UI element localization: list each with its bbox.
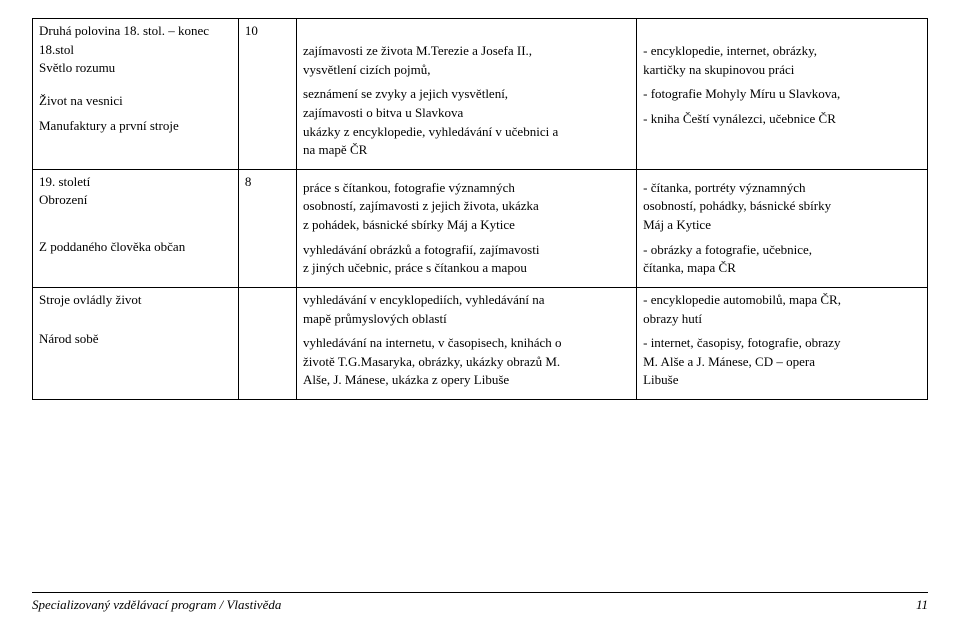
text: M. Alše a J. Mánese, CD – opera xyxy=(643,354,921,371)
text: osobností, pohádky, básnické sbírky xyxy=(643,198,921,215)
text: na mapě ČR xyxy=(303,142,630,159)
cell-hours xyxy=(238,287,296,399)
cell-topic: 19. století Obrození Z poddaného člověka… xyxy=(33,169,239,287)
text: osobností, zajímavosti z jejich života, … xyxy=(303,198,630,215)
text: vyhledávání na internetu, v časopisech, … xyxy=(303,335,630,352)
text: Světlo rozumu xyxy=(39,60,232,77)
text: vyhledávání v encyklopediích, vyhledáván… xyxy=(303,292,630,309)
text: ukázky z encyklopedie, vyhledávání v uče… xyxy=(303,124,630,141)
text: z jiných učebnic, práce s čítankou a map… xyxy=(303,260,630,277)
footer-title: Specializovaný vzdělávací program / Vlas… xyxy=(32,597,281,613)
content-table: Druhá polovina 18. stol. – konec 18.stol… xyxy=(32,18,928,400)
text: Druhá polovina 18. stol. – konec xyxy=(39,23,232,40)
cell-activities: zajímavosti ze života M.Terezie a Josefa… xyxy=(297,19,637,170)
text: zajímavosti ze života M.Terezie a Josefa… xyxy=(303,43,630,60)
text: Obrození xyxy=(39,192,232,209)
text: vysvětlení cizích pojmů, xyxy=(303,62,630,79)
text: - internet, časopisy, fotografie, obrazy xyxy=(643,335,921,352)
table-row: Stroje ovládly život Národ sobě vyhledáv… xyxy=(33,287,928,399)
text: Máj a Kytice xyxy=(643,217,921,234)
text: práce s čítankou, fotografie významných xyxy=(303,180,630,197)
cell-resources: - encyklopedie, internet, obrázky, karti… xyxy=(637,19,928,170)
text: zajímavosti o bitva u Slavkova xyxy=(303,105,630,122)
text: 19. století xyxy=(39,174,232,191)
table-row: 19. století Obrození Z poddaného člověka… xyxy=(33,169,928,287)
cell-resources: - čítanka, portréty významných osobností… xyxy=(637,169,928,287)
text: čítanka, mapa ČR xyxy=(643,260,921,277)
text: mapě průmyslových oblastí xyxy=(303,311,630,328)
cell-resources: - encyklopedie automobilů, mapa ČR, obra… xyxy=(637,287,928,399)
text: Z poddaného člověka občan xyxy=(39,239,232,256)
cell-activities: vyhledávání v encyklopediích, vyhledáván… xyxy=(297,287,637,399)
text: životě T.G.Masaryka, obrázky, ukázky obr… xyxy=(303,354,630,371)
text: Alše, J. Mánese, ukázka z opery Libuše xyxy=(303,372,630,389)
text: Národ sobě xyxy=(39,331,232,348)
text: Život na vesnici xyxy=(39,93,232,110)
text: Manufaktury a první stroje xyxy=(39,118,232,135)
text: kartičky na skupinovou práci xyxy=(643,62,921,79)
text: obrazy hutí xyxy=(643,311,921,328)
page-number: 11 xyxy=(916,597,928,613)
text: - čítanka, portréty významných xyxy=(643,180,921,197)
cell-topic: Druhá polovina 18. stol. – konec 18.stol… xyxy=(33,19,239,170)
text: Libuše xyxy=(643,372,921,389)
cell-hours: 8 xyxy=(238,169,296,287)
text: 18.stol xyxy=(39,42,232,59)
page: Druhá polovina 18. stol. – konec 18.stol… xyxy=(0,0,960,400)
cell-hours: 10 xyxy=(238,19,296,170)
cell-activities: práce s čítankou, fotografie významných … xyxy=(297,169,637,287)
text: z pohádek, básnické sbírky Máj a Kytice xyxy=(303,217,630,234)
text: seznámení se zvyky a jejich vysvětlení, xyxy=(303,86,630,103)
text: - obrázky a fotografie, učebnice, xyxy=(643,242,921,259)
text: 10 xyxy=(245,23,290,40)
text: - encyklopedie automobilů, mapa ČR, xyxy=(643,292,921,309)
text: - fotografie Mohyly Míru u Slavkova, xyxy=(643,86,921,103)
table-row: Druhá polovina 18. stol. – konec 18.stol… xyxy=(33,19,928,170)
cell-topic: Stroje ovládly život Národ sobě xyxy=(33,287,239,399)
text: vyhledávání obrázků a fotografií, zajíma… xyxy=(303,242,630,259)
text: 8 xyxy=(245,174,290,191)
page-footer: Specializovaný vzdělávací program / Vlas… xyxy=(32,592,928,613)
text: - encyklopedie, internet, obrázky, xyxy=(643,43,921,60)
text: Stroje ovládly život xyxy=(39,292,232,309)
text: - kniha Čeští vynálezci, učebnice ČR xyxy=(643,111,921,128)
